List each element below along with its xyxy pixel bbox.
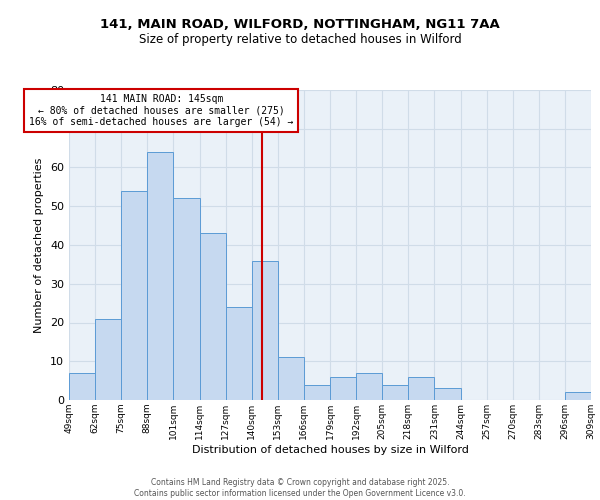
Text: 141 MAIN ROAD: 145sqm
← 80% of detached houses are smaller (275)
16% of semi-det: 141 MAIN ROAD: 145sqm ← 80% of detached … xyxy=(29,94,293,127)
Bar xyxy=(121,190,148,400)
Text: Size of property relative to detached houses in Wilford: Size of property relative to detached ho… xyxy=(139,32,461,46)
Bar xyxy=(252,260,278,400)
Text: 141, MAIN ROAD, WILFORD, NOTTINGHAM, NG11 7AA: 141, MAIN ROAD, WILFORD, NOTTINGHAM, NG1… xyxy=(100,18,500,30)
Bar xyxy=(565,392,591,400)
Y-axis label: Number of detached properties: Number of detached properties xyxy=(34,158,44,332)
Bar xyxy=(69,373,95,400)
Text: Contains HM Land Registry data © Crown copyright and database right 2025.
Contai: Contains HM Land Registry data © Crown c… xyxy=(134,478,466,498)
Bar xyxy=(148,152,173,400)
Bar xyxy=(173,198,199,400)
Bar xyxy=(434,388,461,400)
Bar xyxy=(330,377,356,400)
Bar xyxy=(95,318,121,400)
Bar xyxy=(304,384,330,400)
X-axis label: Distribution of detached houses by size in Wilford: Distribution of detached houses by size … xyxy=(191,444,469,454)
Bar xyxy=(356,373,382,400)
Bar xyxy=(278,358,304,400)
Bar xyxy=(199,234,226,400)
Bar xyxy=(408,377,434,400)
Bar xyxy=(226,307,252,400)
Bar xyxy=(382,384,409,400)
